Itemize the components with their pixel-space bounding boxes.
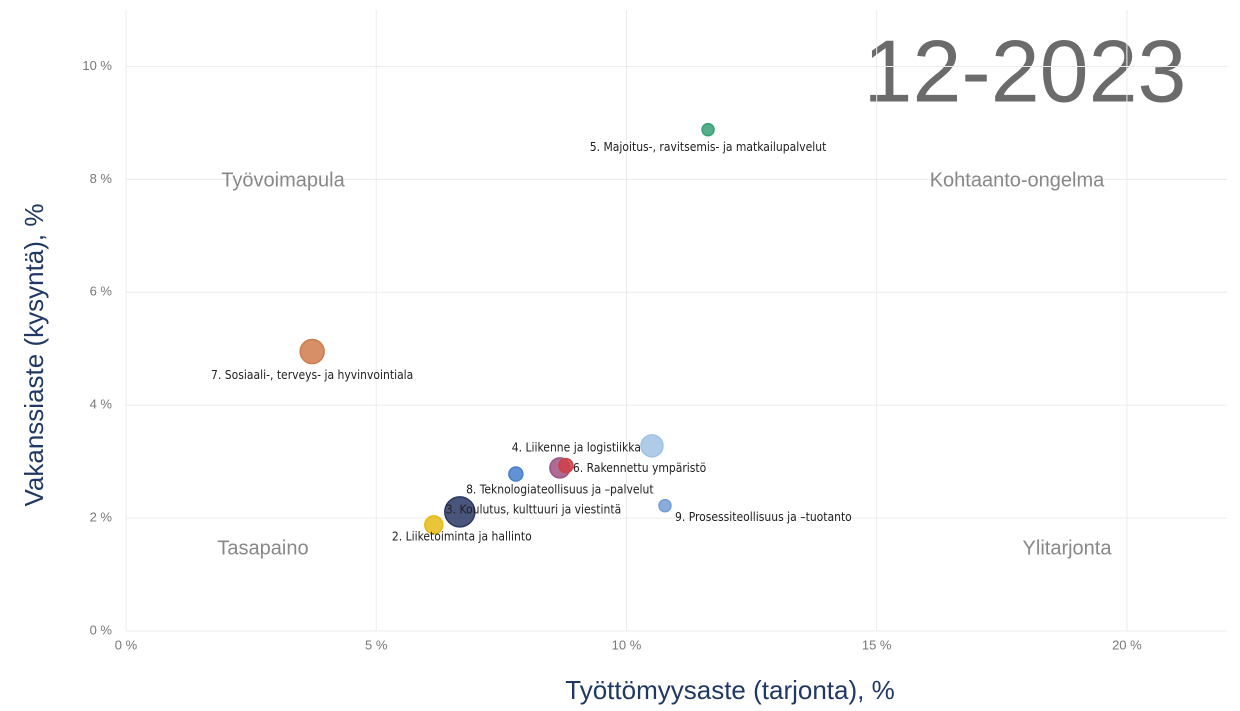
bubble [658,498,672,513]
bubble [444,496,476,528]
point-label: 2. Liiketoiminta ja hallinto [392,529,532,543]
point-label: 9. Prosessiteollisuus ja –tuotanto [675,510,852,524]
x-tick-label: 10 % [612,637,642,652]
x-axis-title: Työttömyysaste (tarjonta), % [565,675,894,705]
point-label: 8. Teknologiateollisuus ja –palvelut [466,483,654,497]
y-tick-label: 2 % [90,510,113,525]
quadrant-label: Ylitarjonta [1023,537,1113,559]
period-stamp: 12-2023 [864,21,1187,120]
bubble [701,122,715,137]
y-tick-label: 0 % [90,622,113,637]
bubble [508,466,524,482]
x-tick-label: 20 % [1112,637,1142,652]
point-label: 3. Koulutus, kulttuuri ja viestintä [446,502,621,516]
x-tick-label: 0 % [115,637,138,652]
y-tick-label: 4 % [90,397,113,412]
bubble [558,457,574,474]
bubble [424,515,444,535]
point-label: 6. Rakennettu ympäristö [573,461,707,475]
x-tick-label: 5 % [365,637,388,652]
x-tick-label: 15 % [862,637,892,652]
quadrant-label: Tasapaino [217,537,308,559]
y-tick-label: 8 % [90,171,113,186]
quadrant-label: Työvoimapula [221,169,345,191]
y-axis-title: Vakanssiaste (kysyntä), % [19,204,49,507]
bubble [299,338,325,365]
y-tick-label: 6 % [90,284,113,299]
quadrant-label: Kohtaanto-ongelma [930,169,1105,191]
bubble [640,434,664,458]
point-label: 5. Majoitus-, ravitsemis- ja matkailupal… [590,140,827,154]
y-tick-label: 10 % [82,58,112,73]
point-label: 7. Sosiaali-, terveys- ja hyvinvointiala [211,368,413,382]
point-label: 4. Liikenne ja logistiikka [512,440,641,454]
